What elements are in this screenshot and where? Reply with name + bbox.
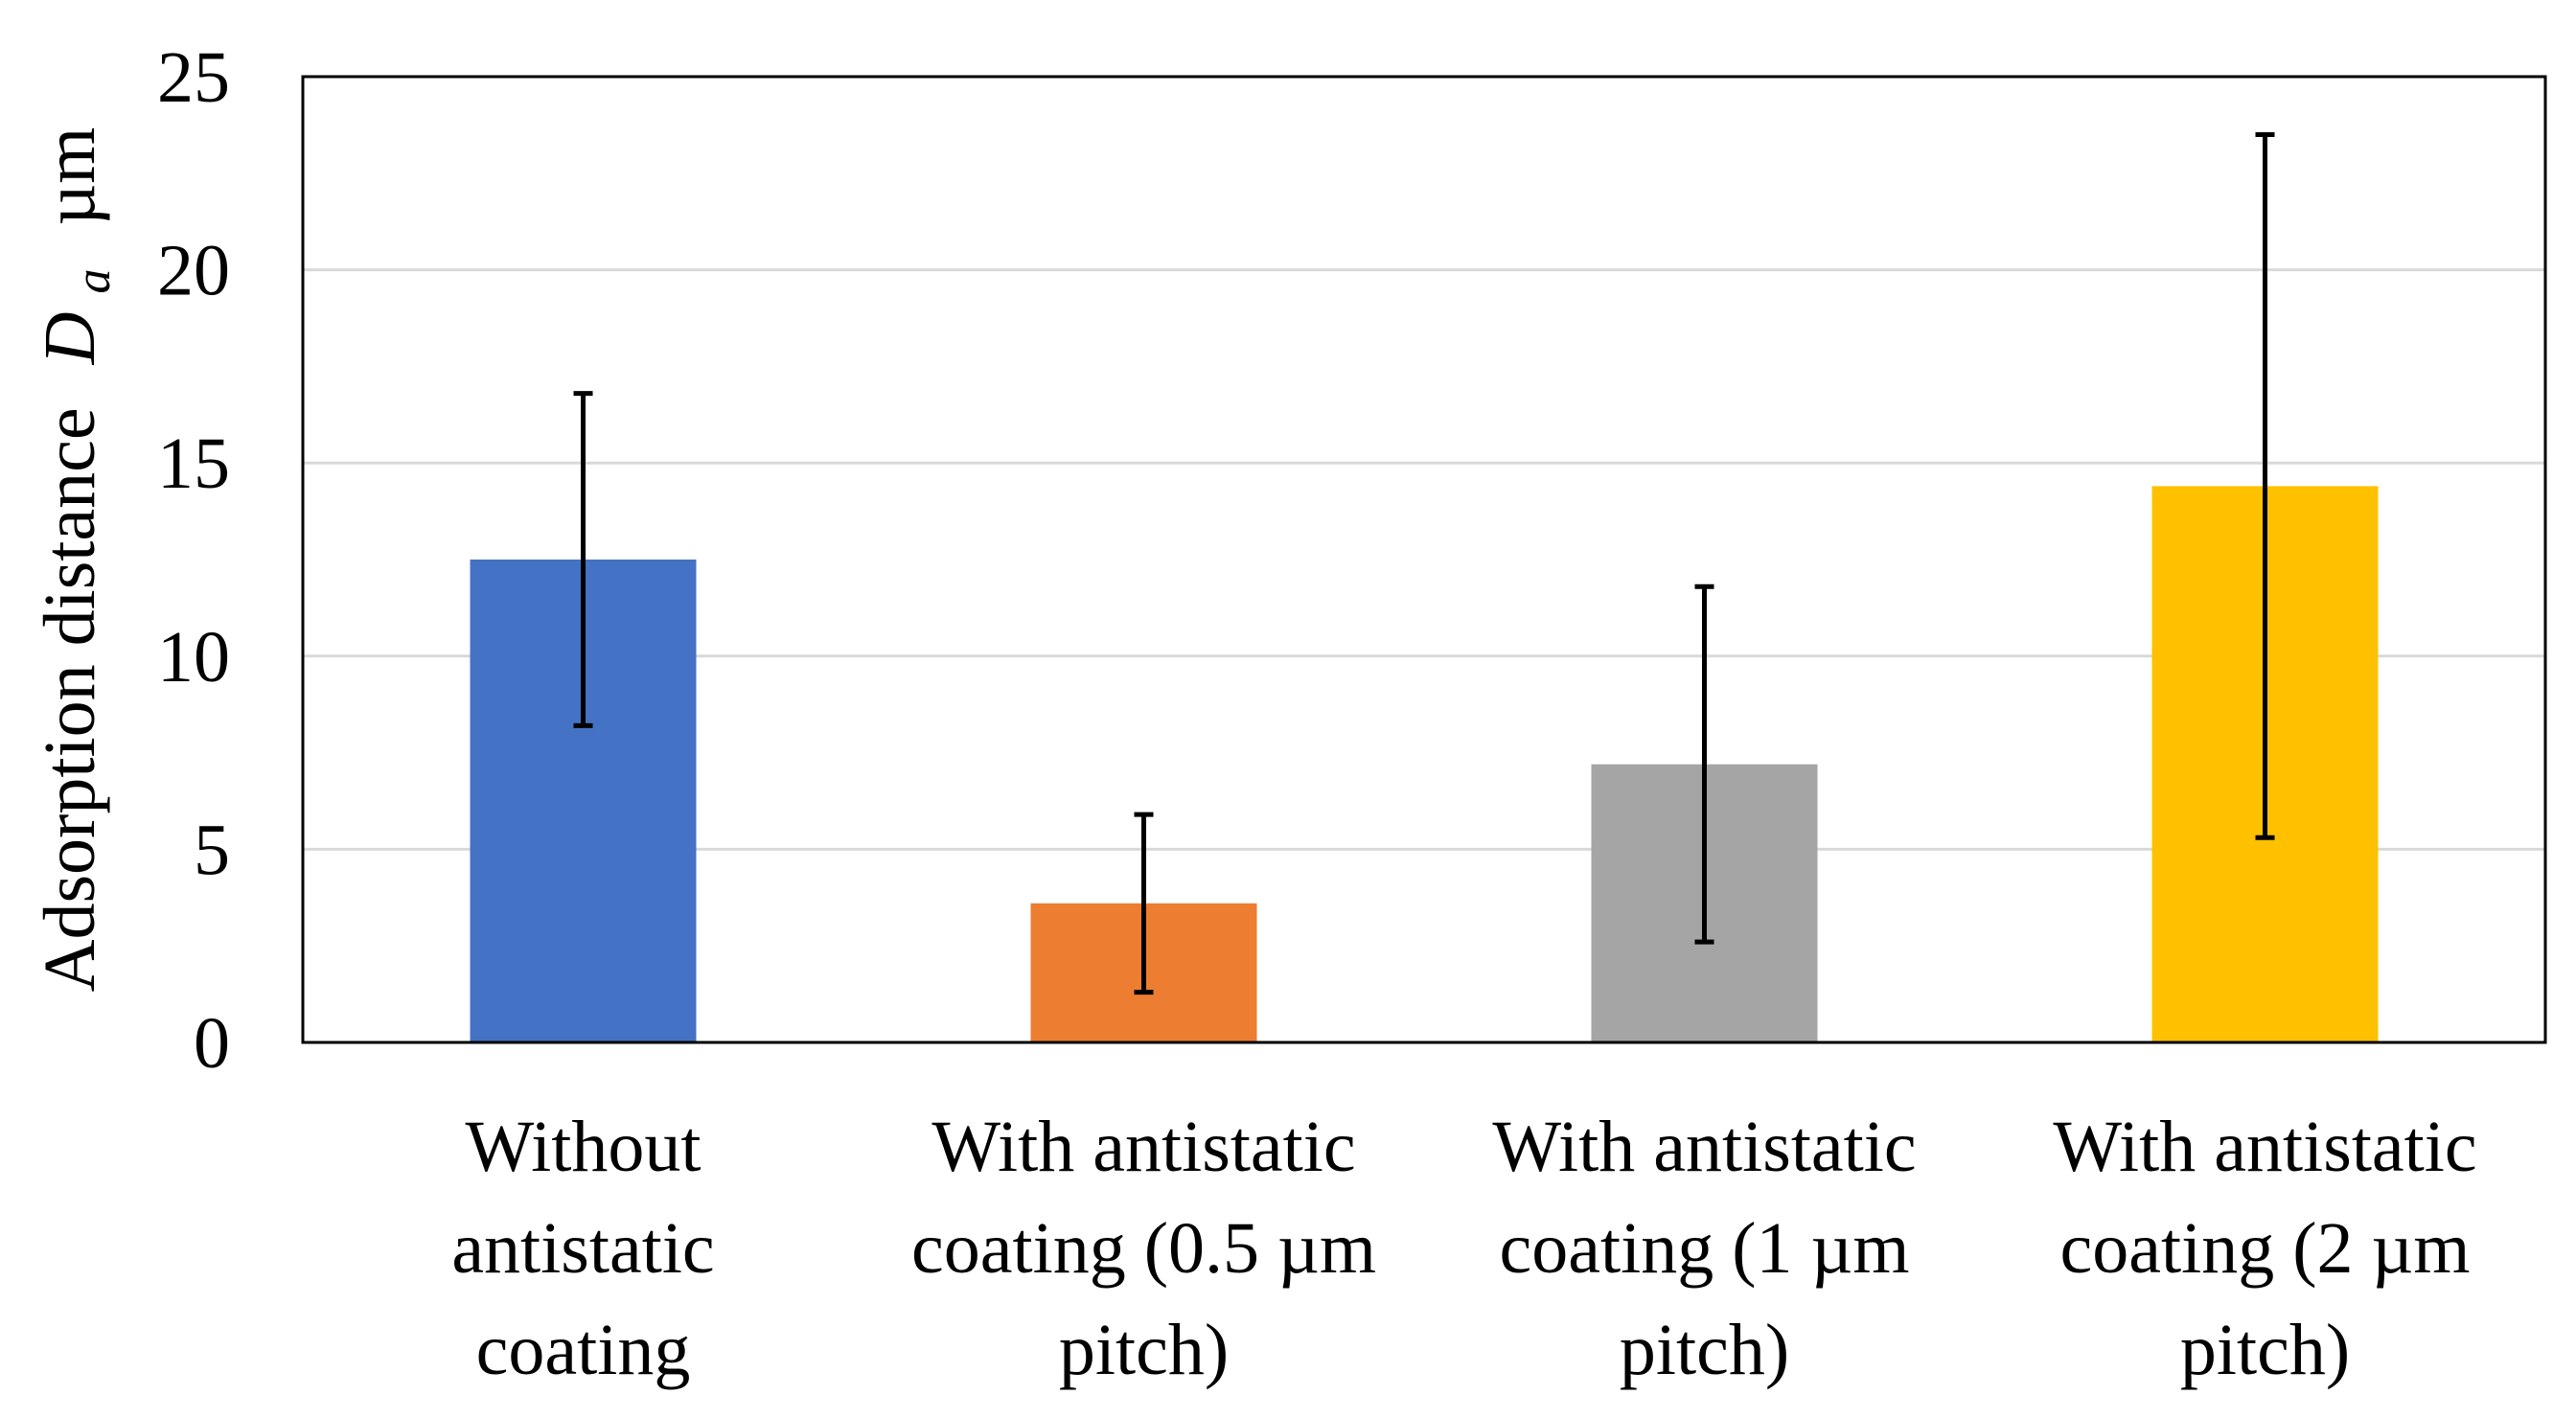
error-bars (573, 131, 2275, 995)
x-category-label-line: pitch) (2180, 1310, 2350, 1390)
x-category-label-line: pitch) (1059, 1310, 1229, 1390)
y-axis-label-unit: µm (30, 127, 110, 226)
y-tick-label: 15 (157, 423, 230, 504)
y-axis-label: Adsorption distance D a µm (30, 127, 126, 993)
y-axis-ticks: 0 5 10 15 20 25 (157, 37, 230, 1084)
x-category-label-line: Without (465, 1107, 701, 1187)
x-category-label: Without antistatic coating (451, 1107, 714, 1390)
y-tick-label: 0 (194, 1003, 230, 1084)
y-tick-label: 5 (194, 810, 230, 890)
x-category-label: With antistatic coating (2 µm pitch) (2053, 1107, 2476, 1390)
x-category-label: With antistatic coating (0.5 µm pitch) (911, 1107, 1376, 1390)
y-tick-label: 10 (157, 617, 230, 698)
error-bar (1694, 583, 1714, 945)
bars (470, 486, 2379, 1043)
x-axis-categories: Without antistatic coating With antistatic c… (451, 1107, 2476, 1390)
x-category-label-line: With antistatic (932, 1107, 1355, 1187)
x-category-label-line: coating (2 µm (2060, 1208, 2471, 1289)
error-bar (573, 391, 593, 728)
x-category-label-line: coating (0.5 µm (911, 1208, 1376, 1289)
y-axis-label-symbol: D (30, 312, 110, 366)
x-category-label-line: antistatic (451, 1208, 714, 1289)
y-axis-label-subscript: a (66, 269, 121, 294)
x-category-label-line: With antistatic (2053, 1107, 2476, 1187)
plot-area-frame (301, 75, 2547, 1044)
x-category-label-line: pitch) (1620, 1310, 1789, 1390)
y-tick-label: 20 (157, 231, 230, 311)
y-tick-label: 25 (157, 37, 230, 118)
x-category-label: With antistatic coating (1 µm pitch) (1492, 1107, 1916, 1390)
y-axis-label-prefix: Adsorption distance (30, 407, 110, 992)
x-category-label-line: With antistatic (1492, 1107, 1916, 1187)
error-bar (1134, 812, 1154, 995)
x-category-label-line: coating (1 µm (1500, 1208, 1910, 1289)
x-category-label-line: coating (476, 1310, 691, 1390)
error-bar (2255, 131, 2275, 840)
